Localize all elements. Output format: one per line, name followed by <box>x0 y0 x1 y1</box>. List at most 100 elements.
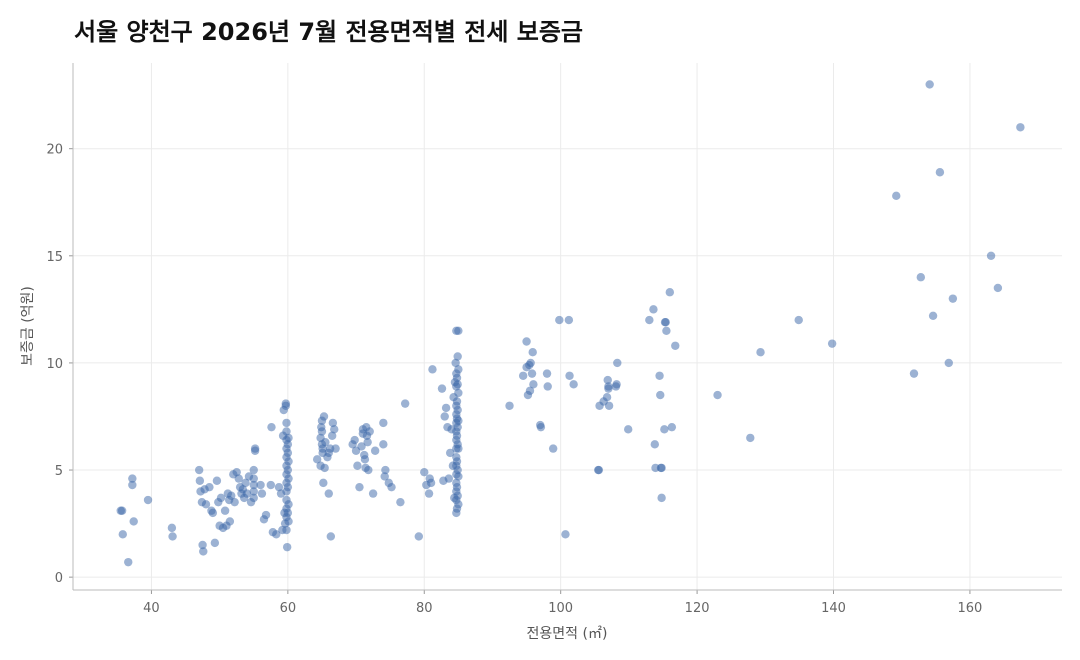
data-point <box>454 444 463 453</box>
data-point <box>655 371 664 380</box>
data-point <box>143 495 153 505</box>
data-point <box>1016 123 1025 132</box>
data-point <box>350 435 359 445</box>
data-point <box>526 358 535 368</box>
data-point <box>198 540 207 550</box>
data-point <box>441 403 451 413</box>
data-point <box>283 482 293 492</box>
y-tick-label: 10 <box>46 357 63 372</box>
data-point <box>353 461 362 470</box>
data-point <box>199 547 208 556</box>
data-point <box>944 358 953 368</box>
data-point <box>569 380 578 389</box>
data-point <box>437 384 447 393</box>
data-point <box>365 427 374 436</box>
data-point <box>129 517 138 526</box>
data-point <box>746 433 755 443</box>
data-point <box>256 480 265 490</box>
data-point <box>518 371 528 380</box>
data-point <box>283 508 293 518</box>
data-point <box>426 478 436 488</box>
data-point <box>326 532 336 541</box>
data-point <box>565 371 574 380</box>
data-point <box>216 493 226 503</box>
tick-labels: 40 60 80 100 120 140 160 0 5 10 15 20 <box>46 143 982 616</box>
data-point <box>527 369 537 378</box>
data-point <box>355 482 364 492</box>
data-point <box>993 283 1003 293</box>
data-point <box>331 444 340 453</box>
data-point <box>650 440 660 449</box>
y-axis-label: 보증금 (억원) <box>20 286 36 366</box>
data-point <box>667 422 677 432</box>
data-point <box>380 472 389 481</box>
data-point <box>266 480 275 490</box>
data-point <box>210 538 220 548</box>
data-point <box>414 532 424 541</box>
data-point <box>284 474 293 483</box>
x-tick-label: 40 <box>143 601 160 616</box>
data-point <box>505 401 514 410</box>
data-point <box>282 418 291 428</box>
data-point <box>649 305 658 314</box>
data-point <box>657 493 666 503</box>
data-point <box>536 422 546 432</box>
data-point <box>282 542 292 552</box>
data-point <box>128 480 137 490</box>
data-point <box>454 326 463 335</box>
data-point <box>916 273 926 282</box>
data-point <box>928 311 938 320</box>
data-point <box>452 397 462 406</box>
data-point <box>453 465 462 475</box>
data-point <box>428 365 437 374</box>
data-point <box>328 418 338 428</box>
data-point <box>454 365 463 374</box>
data-point <box>424 489 434 498</box>
data-points <box>116 80 1025 567</box>
data-point <box>317 427 327 436</box>
data-point <box>379 440 388 449</box>
data-point <box>320 463 329 473</box>
data-point <box>453 491 462 500</box>
data-point <box>756 348 765 357</box>
data-point <box>227 491 236 500</box>
data-point <box>948 294 958 303</box>
data-point <box>167 523 177 533</box>
data-point <box>249 493 258 503</box>
data-point <box>324 489 333 498</box>
data-point <box>117 506 127 515</box>
data-point <box>274 482 284 492</box>
data-point <box>794 315 803 325</box>
data-point <box>986 251 996 261</box>
data-point <box>909 369 919 378</box>
data-point <box>656 390 665 400</box>
data-point <box>281 399 291 408</box>
data-point <box>624 425 633 434</box>
data-point <box>249 487 258 496</box>
data-point <box>368 489 378 498</box>
data-point <box>555 315 564 325</box>
data-point <box>249 474 258 483</box>
data-point <box>451 358 460 368</box>
data-point <box>525 386 535 395</box>
data-point <box>604 401 614 410</box>
data-point <box>440 412 449 421</box>
data-point <box>657 463 666 473</box>
data-point <box>241 478 250 488</box>
data-point <box>319 478 328 488</box>
data-point <box>284 500 293 509</box>
data-point <box>363 437 372 447</box>
data-point <box>225 517 235 526</box>
data-point <box>662 326 671 335</box>
data-point <box>360 455 370 464</box>
data-point <box>282 525 291 535</box>
data-point <box>564 315 574 325</box>
data-point <box>267 422 276 432</box>
data-point <box>454 472 463 481</box>
data-point <box>602 392 612 402</box>
data-point <box>220 506 230 515</box>
data-point <box>230 497 239 507</box>
data-point <box>212 476 222 485</box>
data-point <box>396 497 405 507</box>
